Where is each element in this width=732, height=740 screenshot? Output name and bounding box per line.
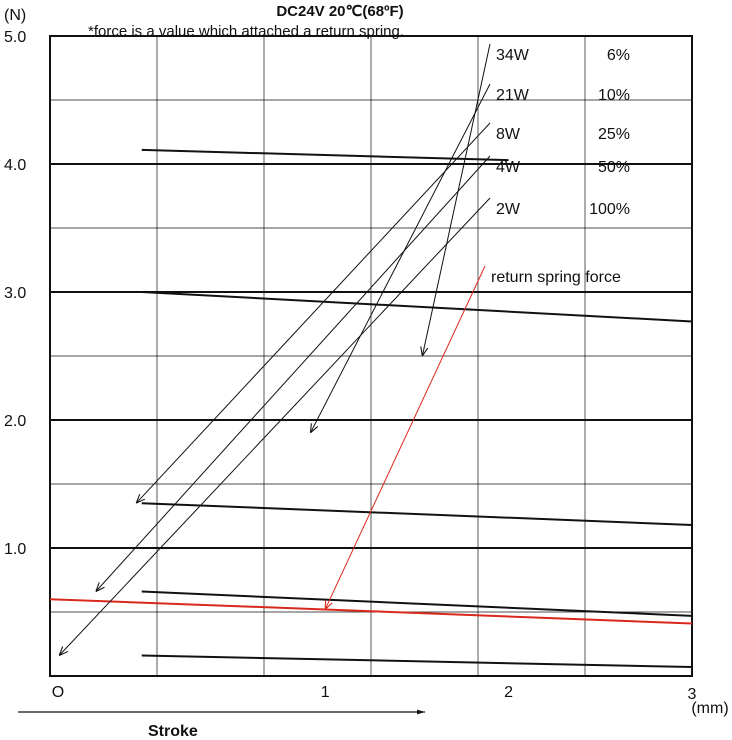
series-layer <box>49 148 693 669</box>
y-tick-label: 2.0 <box>4 413 26 430</box>
y-tick-label: 3.0 <box>4 285 26 302</box>
series-line <box>141 590 693 617</box>
y-tick-label: 4.0 <box>4 157 26 174</box>
legend-duty: 6% <box>607 47 630 64</box>
y-tick-label: 5.0 <box>4 29 26 46</box>
legend-pointer-arrow <box>310 83 491 433</box>
legend-duty: 50% <box>598 159 630 176</box>
x-unit-label: (mm) <box>691 700 728 717</box>
legend-label: 34W <box>496 47 530 64</box>
series-line <box>141 654 693 669</box>
legend-duty: 10% <box>598 87 630 104</box>
legend-pointer-arrow <box>136 122 491 503</box>
legend-duty: 100% <box>589 201 630 218</box>
x-tick-label: 3 <box>688 686 697 703</box>
legend-duty: 25% <box>598 126 630 143</box>
legend-arrows <box>59 43 491 656</box>
legend-pointer-arrow <box>96 155 491 592</box>
legend-label: 2W <box>496 201 521 218</box>
series-line <box>141 291 693 323</box>
series-line <box>141 148 509 162</box>
legend-pointer-arrow <box>422 43 491 356</box>
x-tick-label: O <box>52 684 64 701</box>
legend-label: 8W <box>496 126 521 143</box>
y-tick-label: 1.0 <box>4 541 26 558</box>
legend-label: 21W <box>496 87 530 104</box>
y-unit-label: (N) <box>4 7 26 24</box>
grid-layer <box>50 36 692 676</box>
chart-note: *force is a value which attached a retur… <box>88 23 404 40</box>
legend: 34W 6% 21W 10% 8W 25% 4W 50% 2W 100% return spring… <box>491 47 630 286</box>
plot-frame <box>49 35 693 677</box>
tick-labels: 1.0 2.0 3.0 4.0 5.0 O 1 2 3 <box>4 29 697 703</box>
legend-pointer-arrow <box>325 265 486 609</box>
series-line <box>141 502 693 526</box>
legend-label: return spring force <box>491 269 621 286</box>
x-tick-label: 2 <box>504 684 513 701</box>
chart-title: DC24V 20℃(68ºF) <box>276 3 403 20</box>
legend-label: 4W <box>496 159 521 176</box>
legend-pointer-arrow <box>59 197 491 656</box>
x-tick-label: 1 <box>321 684 330 701</box>
x-axis-label: Stroke <box>148 723 198 740</box>
